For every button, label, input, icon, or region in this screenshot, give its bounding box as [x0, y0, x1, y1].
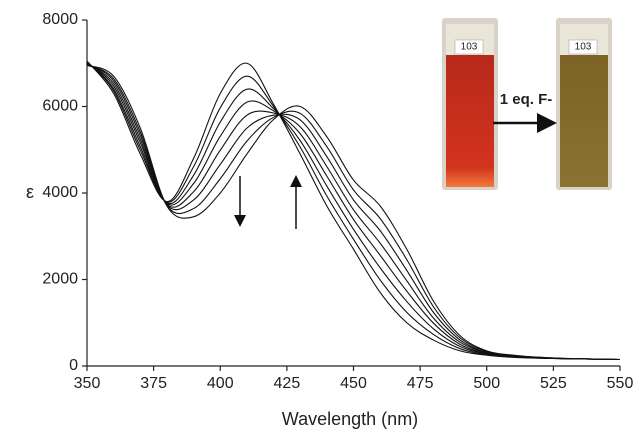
- x-tick-label: 525: [540, 375, 567, 392]
- y-tick-label: 6000: [42, 98, 78, 115]
- x-tick-label: 450: [340, 375, 367, 392]
- x-tick-label: 375: [140, 375, 167, 392]
- x-tick-label: 475: [407, 375, 434, 392]
- spectrum-line: [86, 64, 621, 361]
- y-tick-label: 8000: [42, 11, 78, 28]
- spectrum-line: [86, 63, 621, 361]
- y-tick-label: 0: [69, 357, 78, 374]
- spectrum-line: [86, 63, 621, 361]
- x-tick-label: 550: [607, 375, 634, 392]
- y-axis-label: ε: [26, 182, 34, 202]
- x-axis-label: Wavelength (nm): [282, 409, 418, 429]
- y-tick-label: 2000: [42, 271, 78, 288]
- x-tick-label: 500: [473, 375, 500, 392]
- y-tick-label: 4000: [42, 184, 78, 201]
- cuvette-label: 103: [461, 42, 478, 53]
- annotation: 1 eq. F-: [500, 91, 553, 108]
- cuvette-label: 103: [575, 42, 592, 53]
- spectrum-line: [86, 64, 621, 361]
- cuvette-left: [442, 18, 498, 190]
- cuvette-right: [556, 18, 612, 190]
- x-tick-label: 425: [274, 375, 301, 392]
- x-tick-label: 400: [207, 375, 234, 392]
- x-tick-label: 350: [74, 375, 101, 392]
